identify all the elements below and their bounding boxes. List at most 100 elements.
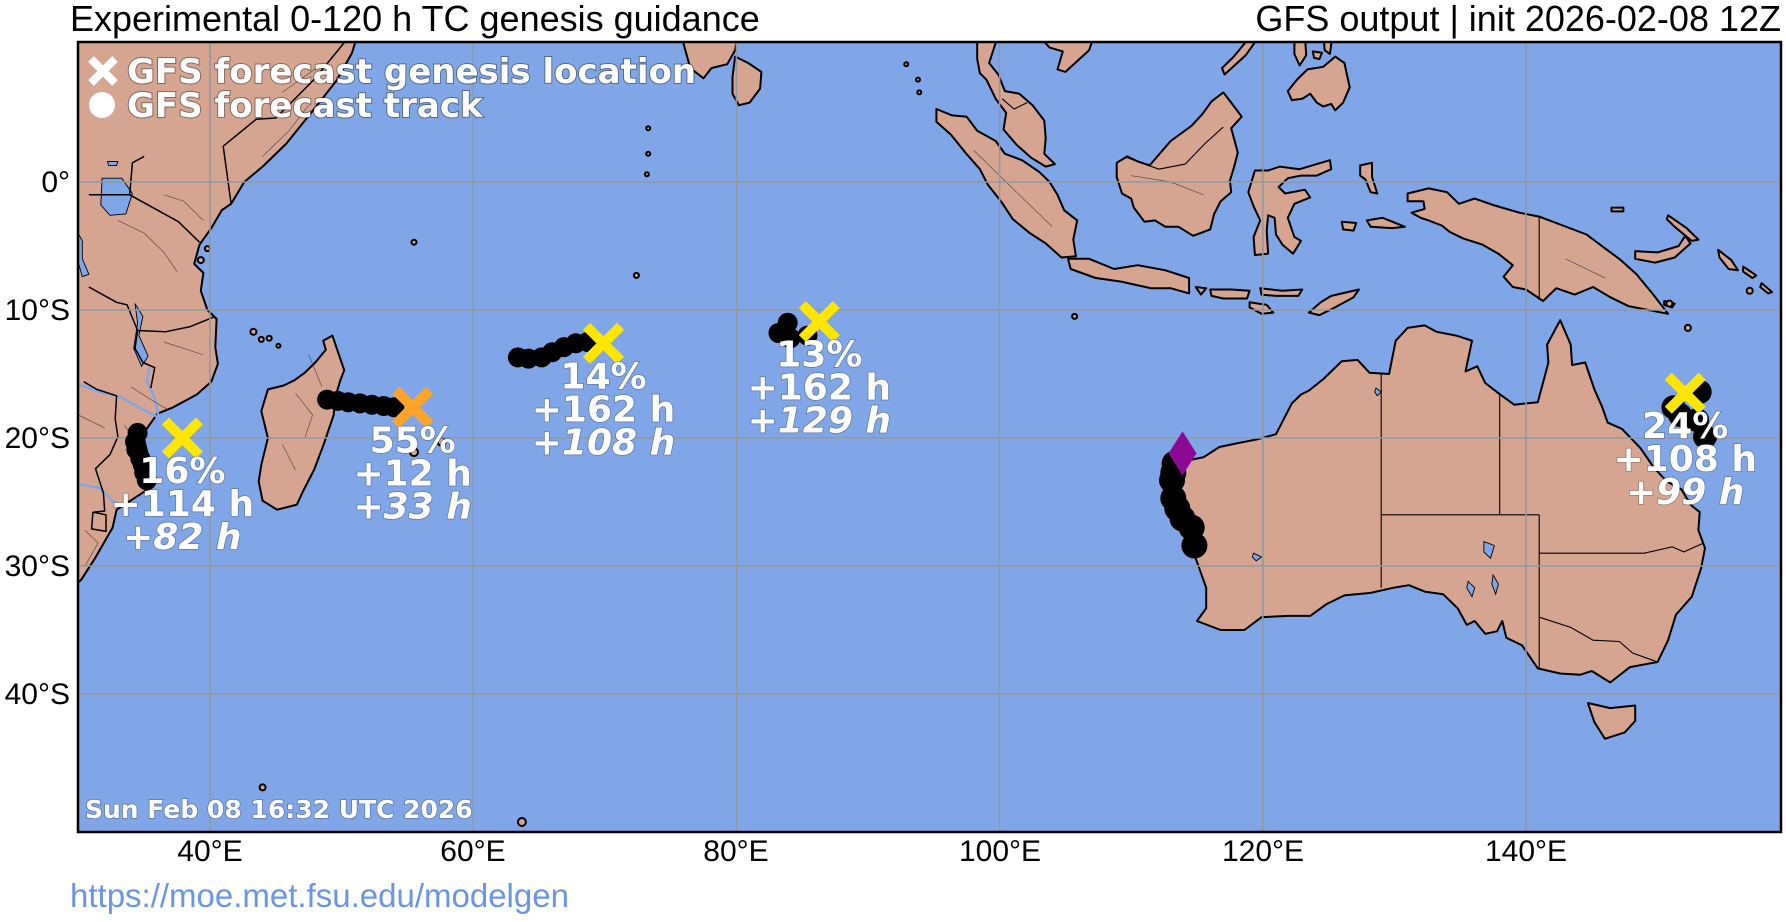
lake [1374, 387, 1382, 397]
track-dot [1693, 424, 1717, 449]
admin-border [262, 104, 309, 157]
landmass [731, 55, 763, 107]
admin-border [130, 386, 169, 411]
island [643, 171, 650, 178]
genesis-lead1-label: +108 h [1613, 439, 1756, 480]
island [257, 335, 265, 343]
country-border [83, 381, 119, 513]
island [1683, 323, 1692, 332]
source-url-link[interactable]: https://moe.met.fsu.edu/modelgen [70, 877, 569, 914]
legend-genesis-label: GFS forecast genesis location [127, 52, 696, 92]
island [196, 256, 205, 265]
country-border [129, 194, 201, 243]
genesis-x-marker [582, 322, 625, 364]
country-border [222, 42, 346, 204]
admin-border [163, 194, 204, 221]
lake [106, 161, 119, 166]
lake [100, 177, 133, 216]
genesis-probability-label: 13% [776, 335, 862, 376]
lat-tick: 10°S [5, 294, 70, 327]
model-init-title: GFS output | init 2026-02-08 12Z [1255, 0, 1781, 39]
island [916, 89, 923, 96]
lat-tick: 20°S [5, 422, 70, 455]
genesis-probability-label: 24% [1642, 406, 1728, 447]
island [275, 342, 282, 349]
storm-system: 55%+12 h+33 h [317, 386, 473, 528]
landmass [1406, 187, 1670, 315]
storm-system: 24%+108 h+99 h [1613, 372, 1758, 514]
lon-tick: 80°E [703, 835, 768, 868]
state-border [1539, 616, 1658, 663]
genesis-x-icon [88, 56, 118, 86]
island [645, 150, 652, 157]
page-title: Experimental 0-120 h TC genesis guidance [70, 0, 760, 39]
landmass [1043, 42, 1093, 73]
lake [1466, 580, 1476, 598]
island [265, 334, 273, 342]
lon-tick: 40°E [177, 835, 242, 868]
legend-track-label: GFS forecast track [127, 86, 484, 126]
landmass [1311, 50, 1323, 61]
track-dot [136, 470, 157, 491]
map-frame [76, 40, 1783, 834]
island [258, 783, 267, 792]
genesis-lead2-label: +99 h [1626, 472, 1744, 513]
landmass [1322, 42, 1333, 55]
lon-tick: 100°E [959, 835, 1041, 868]
genesis-lead1-label: +162 h [532, 389, 675, 430]
lon-tick: 140°E [1485, 835, 1567, 868]
track-dot [780, 328, 801, 349]
track-dot-icon [89, 92, 115, 118]
island [903, 61, 910, 68]
landmass [1286, 55, 1351, 112]
lake [1251, 552, 1263, 562]
genesis-lead1-label: +162 h [748, 368, 891, 409]
admin-border [117, 220, 178, 272]
state-border [1001, 98, 1028, 110]
legend: GFS forecast genesis location GFS foreca… [88, 51, 697, 127]
landmass [1293, 42, 1308, 67]
genesis-lead2-label: +82 h [123, 517, 241, 558]
admin-border [282, 444, 296, 471]
storm-system: 14%+162 h+108 h [507, 322, 676, 464]
landmass [1610, 206, 1625, 213]
island [203, 245, 211, 253]
landmass [1067, 257, 1191, 295]
storm-system [1159, 431, 1208, 559]
island [409, 447, 419, 458]
island [632, 271, 640, 279]
state-border [1539, 542, 1704, 554]
island [249, 327, 258, 336]
landmass [1248, 301, 1275, 315]
landmass [1247, 159, 1333, 256]
island [645, 125, 652, 132]
landmass [1115, 91, 1243, 237]
island [1745, 286, 1754, 295]
rivers-layer [78, 366, 160, 506]
river [78, 383, 160, 419]
track-dot [1181, 532, 1208, 559]
land-layer [78, 42, 1774, 827]
lake [1483, 541, 1495, 560]
admin-border [78, 414, 105, 429]
landmass [78, 42, 357, 584]
genesis-diamond-marker [1168, 431, 1197, 476]
island [410, 238, 418, 246]
landmass [976, 42, 1056, 168]
landmass [1194, 286, 1208, 296]
lake [78, 232, 90, 278]
river [145, 366, 160, 418]
admin-border [282, 63, 323, 93]
genesis-lead1-label: +114 h [111, 484, 254, 525]
landmass [1365, 216, 1406, 230]
genesis-lead2-label: +108 h [532, 422, 675, 463]
lat-tick: 40°S [5, 678, 70, 711]
genesis-x-marker [1664, 372, 1706, 414]
country-border [90, 511, 107, 533]
genesis-x-marker [161, 417, 203, 459]
lat-tick: 0° [41, 166, 70, 199]
landmass [1759, 282, 1774, 295]
genesis-lead2-label: +129 h [748, 401, 891, 442]
